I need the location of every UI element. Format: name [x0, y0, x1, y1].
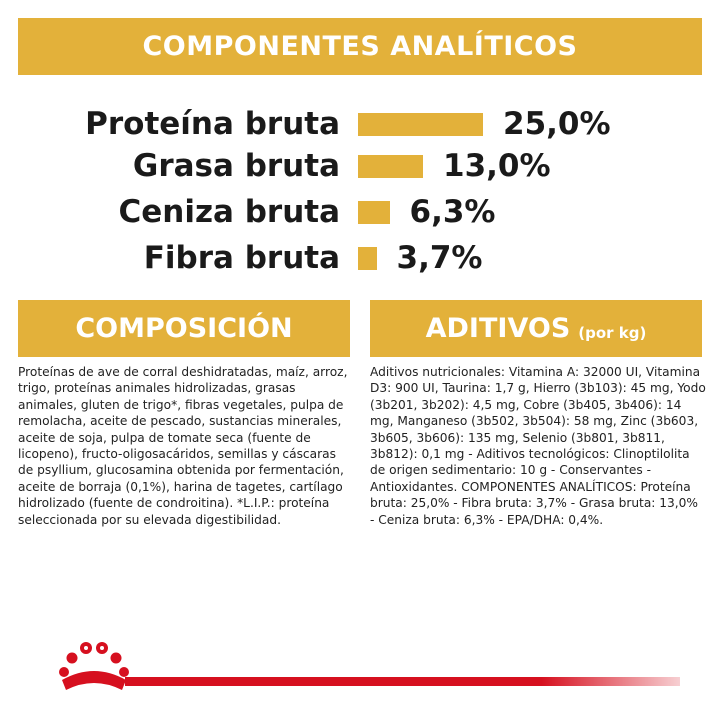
analytics-label: Fibra bruta: [143, 240, 340, 276]
analytics-bar: [358, 155, 423, 178]
analytics-value: 13,0%: [443, 148, 551, 184]
crown-logo-icon: [59, 642, 129, 690]
analytics-value: 3,7%: [396, 240, 483, 276]
analytic-components-title: COMPONENTES ANALÍTICOS: [142, 31, 578, 62]
analytics-row-ash: Ceniza bruta 6,3%: [0, 192, 720, 232]
analytics-bar: [358, 113, 483, 136]
additives-unit: (por kg): [578, 323, 647, 342]
analytics-row-fat: Grasa bruta 13,0%: [0, 146, 720, 186]
analytics-label: Proteína bruta: [85, 106, 340, 142]
analytics-label: Grasa bruta: [132, 148, 340, 184]
analytics-bar: [358, 247, 377, 270]
footer-red-line: [125, 677, 680, 686]
composition-title: COMPOSICIÓN: [75, 313, 293, 344]
analytics-bar: [358, 201, 390, 224]
additives-title: ADITIVOS: [425, 313, 571, 344]
analytics-value: 25,0%: [503, 106, 611, 142]
additives-banner: ADITIVOS (por kg): [370, 300, 702, 357]
analytics-row-fiber: Fibra bruta 3,7%: [0, 238, 720, 278]
analytics-value: 6,3%: [409, 194, 496, 230]
analytic-components-banner: COMPONENTES ANALÍTICOS: [18, 18, 702, 75]
composition-text: Proteínas de ave de corral deshidratadas…: [18, 365, 348, 527]
analytics-label: Ceniza bruta: [118, 194, 340, 230]
additives-text: Aditivos nutricionales: Vitamina A: 3200…: [370, 365, 706, 527]
analytics-row-protein: Proteína bruta 25,0%: [0, 104, 720, 144]
composition-banner: COMPOSICIÓN: [18, 300, 350, 357]
